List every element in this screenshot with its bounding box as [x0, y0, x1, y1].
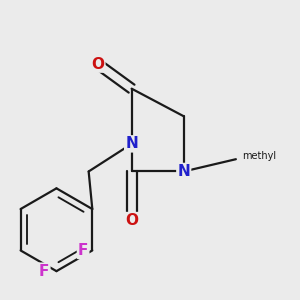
- Text: methyl: methyl: [242, 151, 276, 161]
- Text: F: F: [78, 243, 88, 258]
- Text: O: O: [125, 213, 138, 228]
- Text: N: N: [125, 136, 138, 152]
- Text: O: O: [92, 57, 104, 72]
- Text: F: F: [39, 264, 50, 279]
- Text: N: N: [177, 164, 190, 179]
